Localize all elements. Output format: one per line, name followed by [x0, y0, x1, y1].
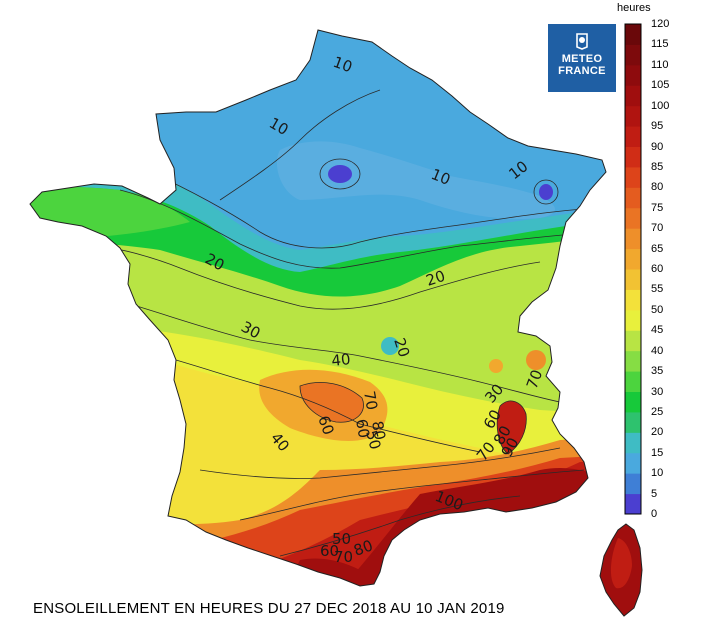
contour-label: 50 — [332, 530, 351, 548]
scale-tick-label: 95 — [651, 120, 664, 133]
scale-tick-label: 25 — [651, 405, 664, 418]
scale-tick-label: 5 — [651, 487, 658, 500]
scale-tick-label: 100 — [651, 99, 670, 112]
france-outline — [29, 29, 607, 587]
logo-line-2: FRANCE — [558, 65, 606, 77]
scale-tick-label: 70 — [651, 222, 664, 235]
scale-band — [625, 146, 641, 168]
scale-tick-label: 85 — [651, 160, 664, 173]
scale-tick-label: 120 — [651, 18, 670, 30]
scale-band — [625, 330, 641, 352]
scale-tick-label: 80 — [651, 181, 664, 194]
scale-band — [625, 473, 641, 495]
scale-band — [625, 371, 641, 392]
scale-tick-label: 105 — [651, 79, 670, 92]
scale-tick-label: 45 — [651, 324, 664, 337]
contour-label: 50 — [362, 428, 384, 451]
contour-label: 70 — [523, 367, 546, 391]
scale-tick-label: 90 — [651, 140, 664, 153]
contour-label: 60 — [320, 542, 339, 560]
contour-label: 70 — [360, 390, 381, 412]
contour-label: 40 — [331, 350, 352, 370]
contour-label: 80 — [368, 420, 389, 442]
map-caption: ENSOLEILLEMENT EN HEURES DU 27 DEC 2018 … — [33, 600, 505, 617]
contour-label: 70 — [334, 548, 353, 566]
scale-band — [625, 350, 641, 372]
scale-tick-label: 110 — [651, 58, 669, 71]
scale-band — [625, 452, 641, 474]
contour-label: 20 — [424, 267, 448, 290]
scale-band — [625, 166, 641, 188]
scale-tick-label: 50 — [651, 303, 664, 316]
contour-label: 10 — [331, 53, 355, 76]
scale-frame — [624, 23, 642, 515]
scale-band — [625, 187, 641, 209]
scale-band — [625, 228, 641, 250]
scale-band — [625, 269, 641, 290]
scale-band — [625, 248, 641, 270]
scale-tick-label: 35 — [651, 365, 664, 378]
scale-band — [625, 105, 641, 127]
logo-line-1: METEO — [561, 53, 603, 65]
scale-unit-label: heures — [617, 2, 651, 14]
contour-label: 60 — [352, 418, 373, 440]
scale-tick-label: 0 — [651, 508, 658, 520]
scale-tick-label: 75 — [651, 201, 664, 214]
scale-band — [625, 432, 641, 454]
isolines — [59, 89, 601, 557]
scale-tick-label: 10 — [651, 467, 664, 480]
scale-tick-label: 65 — [651, 242, 664, 255]
scale-tick-label: 15 — [651, 446, 664, 459]
scale-band — [625, 391, 641, 413]
scale-tick-label: 55 — [651, 283, 664, 296]
contour-label: 10 — [429, 165, 453, 189]
scale-band — [625, 24, 641, 45]
scale-bands — [625, 24, 641, 515]
scale-band — [625, 411, 641, 433]
corsica-inner — [610, 538, 632, 589]
scale-band — [625, 309, 641, 331]
contour-label: 60 — [314, 413, 337, 437]
scale-band — [625, 493, 641, 515]
scale-band — [625, 207, 641, 229]
contour-label: 20 — [390, 336, 413, 360]
scale-tick-label: 40 — [651, 344, 664, 357]
scale-band — [625, 289, 641, 311]
meteo-france-logo: METEO FRANCE — [548, 24, 616, 92]
scale-band — [625, 126, 641, 147]
scale-band — [625, 64, 641, 86]
scale-tick-label: 20 — [651, 426, 664, 439]
scale-tick-label: 60 — [651, 263, 664, 275]
scale-tick-label: 115 — [651, 38, 669, 51]
color-scale — [624, 23, 642, 515]
contour-label: 80 — [351, 536, 375, 559]
scale-band — [625, 44, 641, 66]
logo-mark-icon — [576, 33, 588, 50]
scale-band — [625, 85, 641, 107]
scale-tick-label: 30 — [651, 385, 664, 398]
